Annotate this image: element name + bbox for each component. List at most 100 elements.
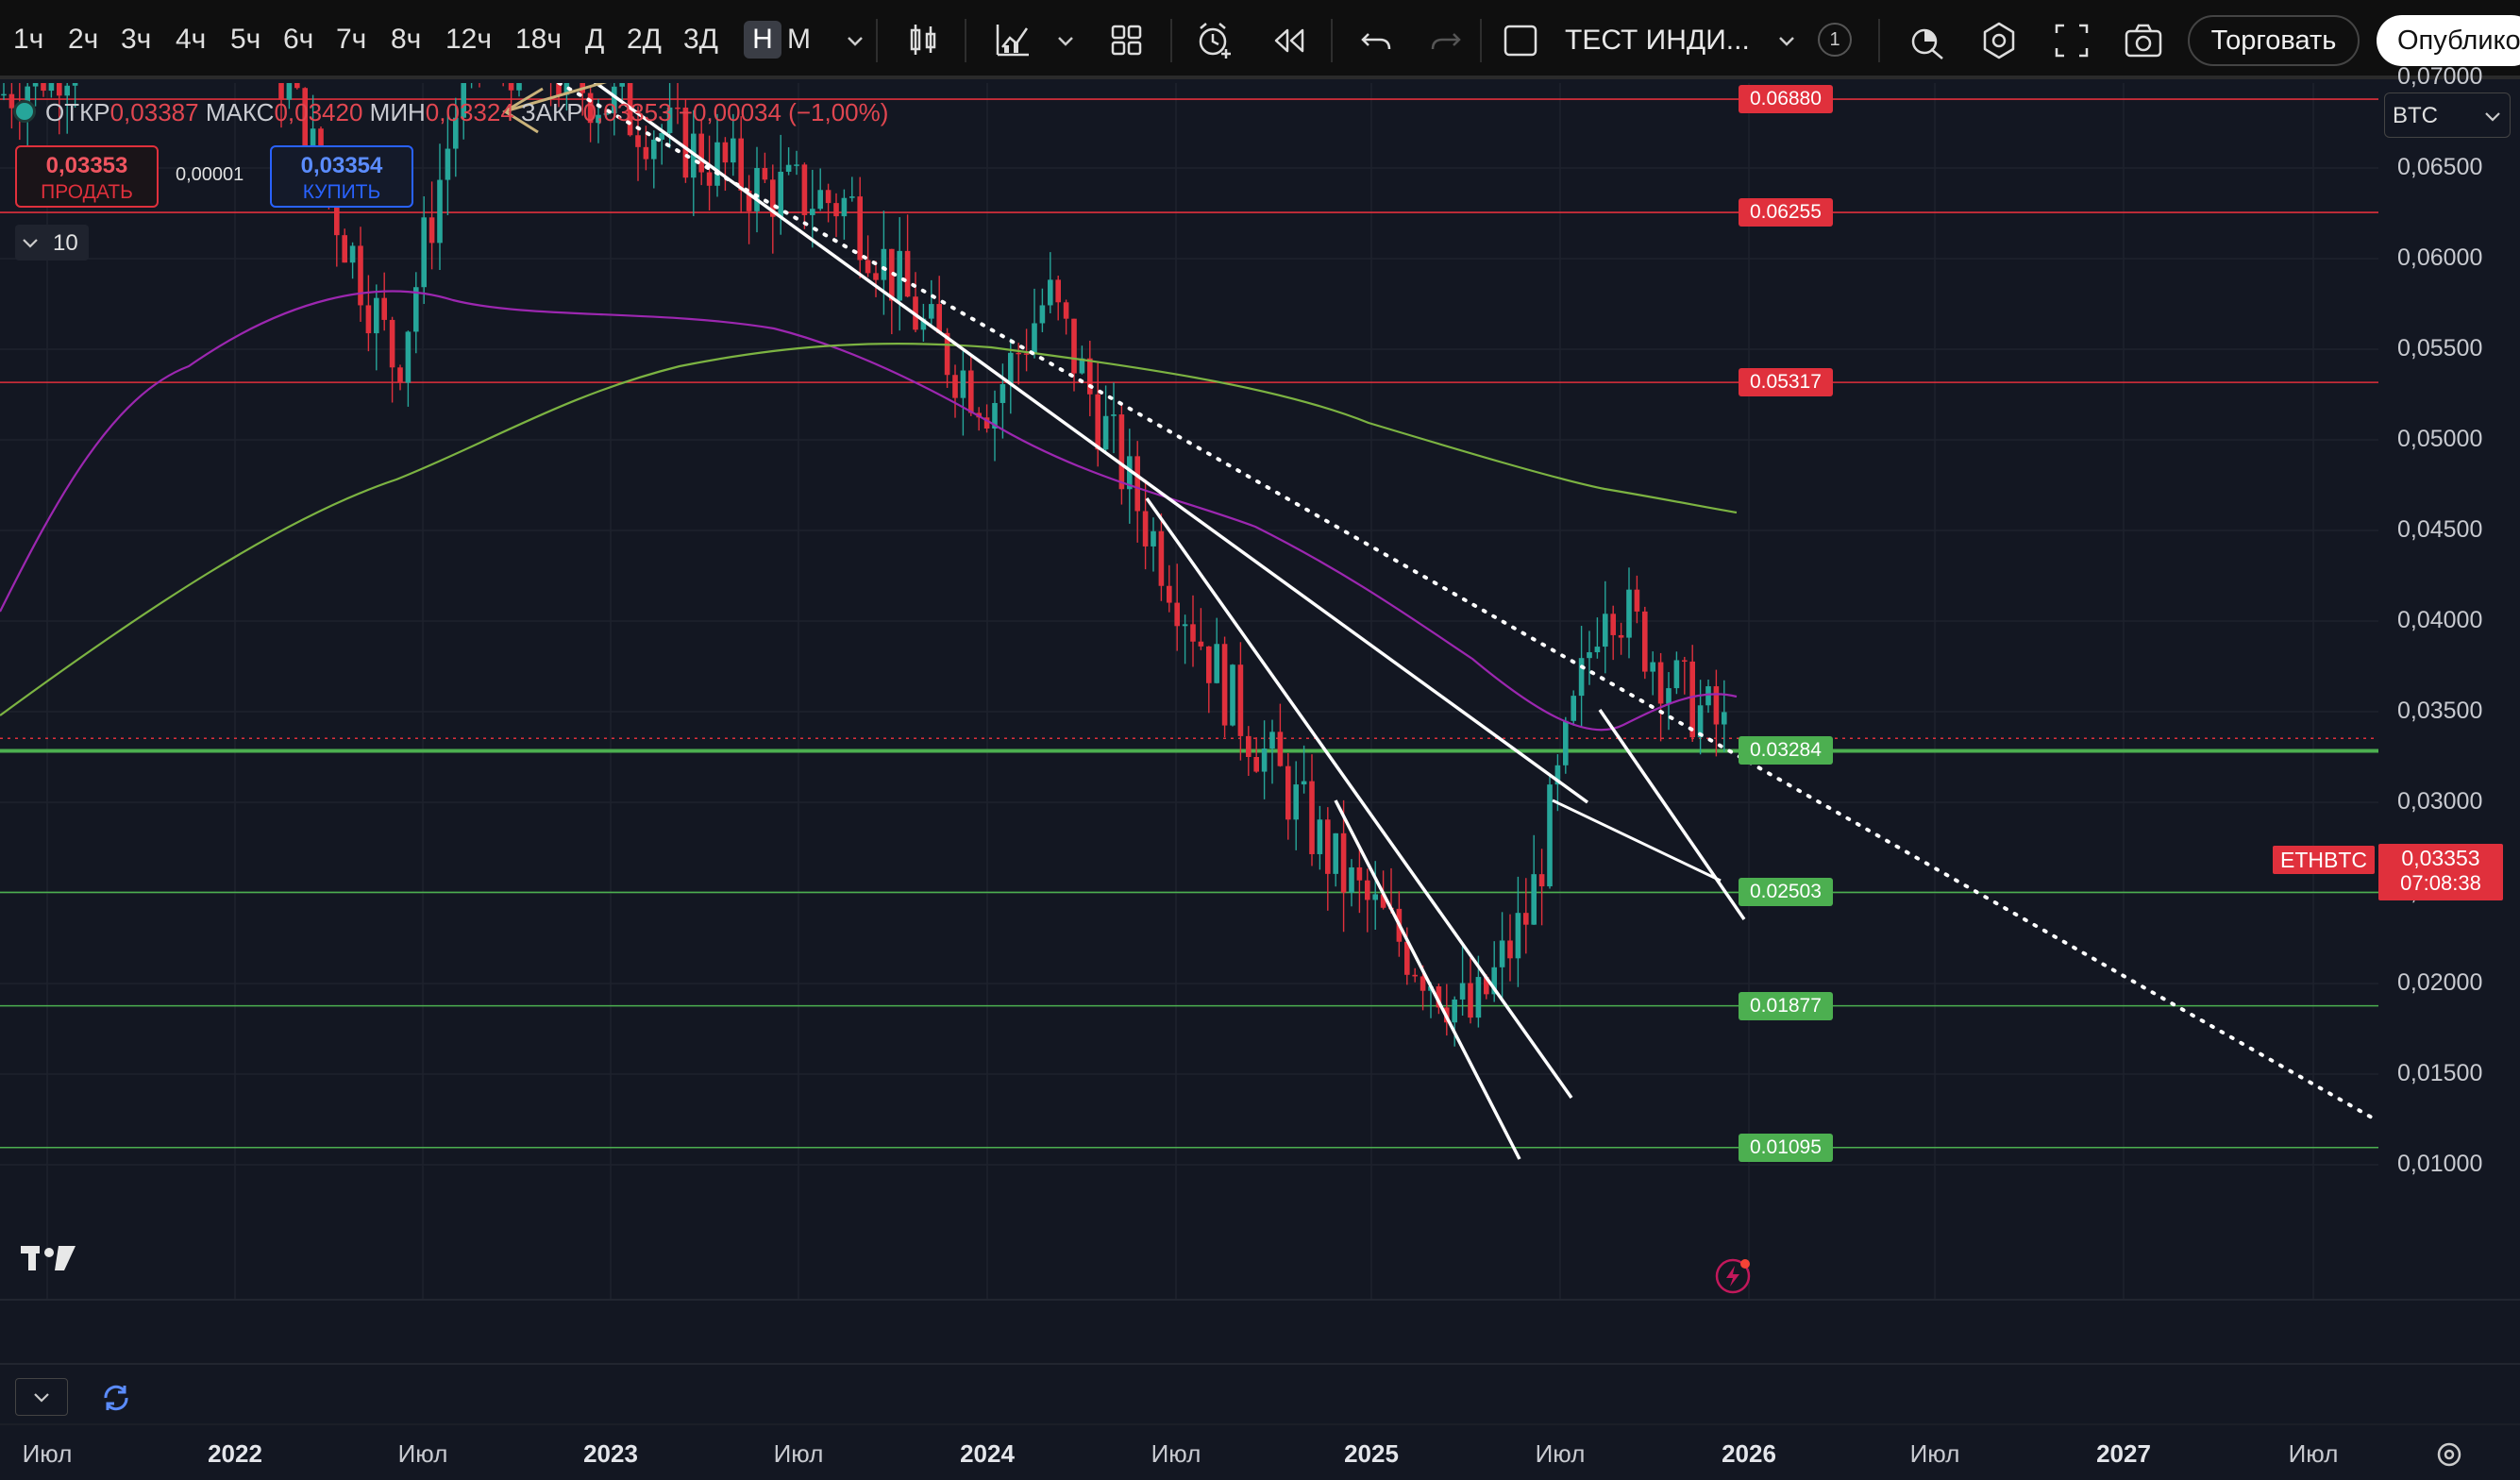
- support-label[interactable]: 0.01877: [1739, 991, 1833, 1020]
- candles-icon[interactable]: [908, 21, 938, 60]
- undo-icon[interactable]: [1359, 21, 1393, 60]
- pane-divider: [0, 1299, 2520, 1301]
- indicator-template-icon[interactable]: [1503, 21, 1538, 60]
- timeframe-dropdown-icon[interactable]: [845, 21, 865, 60]
- support-label[interactable]: 0.03284: [1739, 736, 1833, 765]
- lightning-icon[interactable]: [1714, 1256, 1754, 1301]
- redo-icon[interactable]: [1429, 21, 1463, 60]
- candle-body: [1317, 819, 1323, 854]
- timeframe-button[interactable]: 8ч: [391, 24, 422, 55]
- support-label[interactable]: 0.02503: [1739, 878, 1833, 907]
- chart-pane[interactable]: [0, 83, 2378, 1299]
- timeframe-button[interactable]: 5ч: [230, 24, 261, 55]
- sell-button[interactable]: 0,03353 ПРОДАТЬ: [15, 145, 159, 208]
- legend-collapse-button[interactable]: 10: [15, 225, 89, 261]
- candle-body: [1618, 634, 1624, 638]
- timeframe-button[interactable]: Д: [585, 24, 605, 55]
- candle-body: [1673, 660, 1680, 689]
- candle-body: [897, 250, 902, 301]
- trend-line: [1334, 799, 1521, 1160]
- candle-body: [405, 331, 412, 383]
- timeframe-button[interactable]: 12ч: [445, 24, 492, 55]
- pane-toggle-button[interactable]: [15, 1378, 68, 1416]
- timeframe-button[interactable]: 7ч: [336, 24, 367, 55]
- indicator-name[interactable]: ТЕСТ ИНДИ...: [1565, 25, 1750, 56]
- indicators-dropdown-icon[interactable]: [1055, 21, 1076, 60]
- candle-body: [857, 196, 863, 261]
- candle-body: [889, 248, 895, 301]
- timeframe-button[interactable]: 2ч: [68, 24, 99, 55]
- candle-body: [445, 148, 451, 180]
- timeframe-button[interactable]: 1ч: [13, 24, 44, 55]
- currency-select[interactable]: BTC: [2384, 92, 2511, 138]
- candle-body: [1111, 414, 1117, 416]
- candle-body: [334, 194, 340, 236]
- candle-body: [1713, 686, 1720, 725]
- candle-body: [358, 245, 363, 306]
- timeframe-button[interactable]: Н: [744, 21, 781, 59]
- open-value: 0,03387: [109, 98, 199, 126]
- settings-gear-icon[interactable]: [1980, 21, 2018, 60]
- fullscreen-icon[interactable]: [2054, 21, 2090, 60]
- candle-body: [1167, 585, 1172, 603]
- indicators-icon[interactable]: [995, 21, 1031, 60]
- price-tick-label: 0,03500: [2397, 698, 2483, 724]
- candle-body: [1134, 456, 1140, 512]
- candle-body: [960, 370, 966, 398]
- pane-divider: [0, 1363, 2520, 1365]
- candle-body: [833, 203, 839, 217]
- buy-button[interactable]: 0,03354 КУПИТЬ: [270, 145, 413, 208]
- candle-body: [873, 273, 879, 280]
- camera-icon[interactable]: [2124, 21, 2163, 60]
- last-price-tag: 0,03353 07:08:38: [2378, 844, 2503, 900]
- timeframe-button[interactable]: 3Д: [683, 24, 719, 55]
- trade-button[interactable]: Торговать: [2188, 15, 2360, 66]
- candle-body: [983, 417, 990, 429]
- candle-body: [1626, 589, 1632, 638]
- candle-body: [397, 367, 403, 383]
- timeframe-button[interactable]: 6ч: [283, 24, 314, 55]
- resistance-label[interactable]: 0.06880: [1739, 85, 1833, 114]
- candle-body: [1253, 756, 1259, 772]
- candle-body: [1214, 644, 1219, 683]
- candle-body: [342, 235, 347, 263]
- candle-body: [1697, 705, 1704, 738]
- series-status-dot[interactable]: [13, 100, 36, 123]
- alert-icon[interactable]: [1195, 21, 1235, 60]
- candle-body: [1301, 781, 1307, 785]
- price-chart[interactable]: [0, 83, 2378, 1299]
- replay-icon[interactable]: [1270, 21, 1306, 60]
- drawing-tool-icon[interactable]: [1908, 21, 1946, 60]
- time-tick-label: 2026: [1722, 1439, 1776, 1468]
- settings-gear-icon[interactable]: [2433, 1438, 2465, 1475]
- candle-body: [992, 402, 998, 429]
- candle-body: [1000, 384, 1006, 403]
- timeframe-button[interactable]: 4ч: [176, 24, 207, 55]
- timeframe-button[interactable]: 2Д: [627, 24, 663, 55]
- refresh-icon[interactable]: [100, 1382, 132, 1419]
- time-tick-label: Июл: [1909, 1439, 1960, 1468]
- candle-body: [1571, 696, 1576, 721]
- publish-button[interactable]: Опублико: [2377, 15, 2520, 66]
- layout-icon[interactable]: [1110, 21, 1144, 60]
- indicator-name-dropdown-icon[interactable]: [1776, 21, 1797, 60]
- resistance-label[interactable]: 0.06255: [1739, 198, 1833, 227]
- candle-body: [587, 92, 594, 124]
- support-label[interactable]: 0.01095: [1739, 1133, 1833, 1162]
- timeframe-button[interactable]: 3ч: [121, 24, 152, 55]
- high-value: 0,03420: [274, 98, 363, 126]
- candle-body: [1705, 686, 1711, 706]
- candle-body: [1151, 530, 1156, 547]
- price-tick-label: 0,06000: [2397, 244, 2483, 271]
- candle-body: [389, 319, 395, 368]
- timeframe-button[interactable]: 18ч: [515, 24, 562, 55]
- candle-body: [1484, 977, 1489, 995]
- candle-body: [48, 83, 55, 92]
- timeframe-button[interactable]: М: [787, 24, 811, 55]
- trend-line: [1598, 709, 1746, 920]
- candle-body: [64, 85, 70, 96]
- resistance-label[interactable]: 0.05317: [1739, 368, 1833, 397]
- price-axis[interactable]: [2378, 83, 2520, 1299]
- candle-body: [794, 164, 799, 166]
- candle-body: [603, 113, 610, 115]
